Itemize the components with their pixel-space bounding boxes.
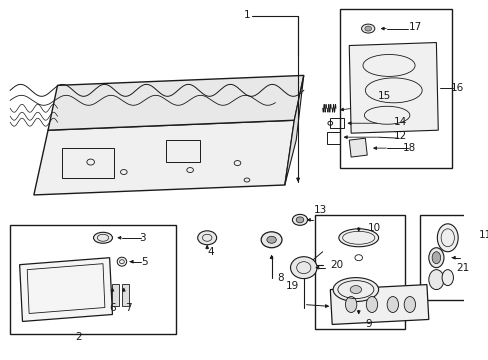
Text: 14: 14 xyxy=(393,117,406,127)
Text: 16: 16 xyxy=(449,84,463,93)
Text: 11: 11 xyxy=(478,230,488,240)
Ellipse shape xyxy=(431,252,440,264)
Text: 7: 7 xyxy=(125,302,132,312)
Text: 12: 12 xyxy=(393,131,406,141)
Ellipse shape xyxy=(349,285,361,293)
Bar xyxy=(339,9,450,168)
Ellipse shape xyxy=(386,297,398,312)
Ellipse shape xyxy=(428,270,443,289)
Bar xyxy=(419,215,481,300)
Text: 20: 20 xyxy=(330,260,343,270)
Bar xyxy=(326,132,339,144)
Text: 1: 1 xyxy=(243,10,250,20)
Bar xyxy=(112,284,119,306)
Text: 2: 2 xyxy=(75,332,81,342)
Bar xyxy=(122,284,128,306)
Bar xyxy=(329,118,343,128)
Ellipse shape xyxy=(292,214,307,225)
Text: 17: 17 xyxy=(408,22,421,32)
Ellipse shape xyxy=(345,297,356,312)
Ellipse shape xyxy=(93,232,112,243)
Ellipse shape xyxy=(290,257,316,279)
Ellipse shape xyxy=(117,257,126,266)
Ellipse shape xyxy=(441,270,452,285)
Bar xyxy=(10,225,176,334)
Polygon shape xyxy=(48,75,303,130)
Text: 5: 5 xyxy=(141,257,148,267)
Text: 10: 10 xyxy=(367,223,381,233)
Polygon shape xyxy=(34,120,294,195)
Ellipse shape xyxy=(364,26,371,31)
Ellipse shape xyxy=(266,236,276,243)
Ellipse shape xyxy=(296,217,303,223)
Text: 13: 13 xyxy=(314,205,327,215)
Ellipse shape xyxy=(361,24,374,33)
Text: 8: 8 xyxy=(276,273,283,283)
Text: 19: 19 xyxy=(285,280,299,291)
Polygon shape xyxy=(20,258,112,321)
Text: 18: 18 xyxy=(403,143,416,153)
Ellipse shape xyxy=(436,224,457,252)
Bar xyxy=(62,148,114,178)
Text: 4: 4 xyxy=(207,247,214,257)
Text: 3: 3 xyxy=(139,233,146,243)
Ellipse shape xyxy=(366,297,377,312)
Text: 9: 9 xyxy=(364,319,371,329)
Ellipse shape xyxy=(197,231,216,245)
Polygon shape xyxy=(348,42,437,133)
Polygon shape xyxy=(329,285,428,324)
Ellipse shape xyxy=(261,232,282,248)
Ellipse shape xyxy=(332,278,378,302)
Text: 15: 15 xyxy=(377,91,390,101)
Text: 6: 6 xyxy=(109,302,116,312)
Polygon shape xyxy=(284,75,303,185)
Bar xyxy=(314,215,404,329)
Polygon shape xyxy=(348,138,366,157)
Bar xyxy=(166,140,199,162)
Ellipse shape xyxy=(404,297,415,312)
Ellipse shape xyxy=(428,248,443,268)
Ellipse shape xyxy=(338,229,378,247)
Text: 21: 21 xyxy=(455,263,468,273)
